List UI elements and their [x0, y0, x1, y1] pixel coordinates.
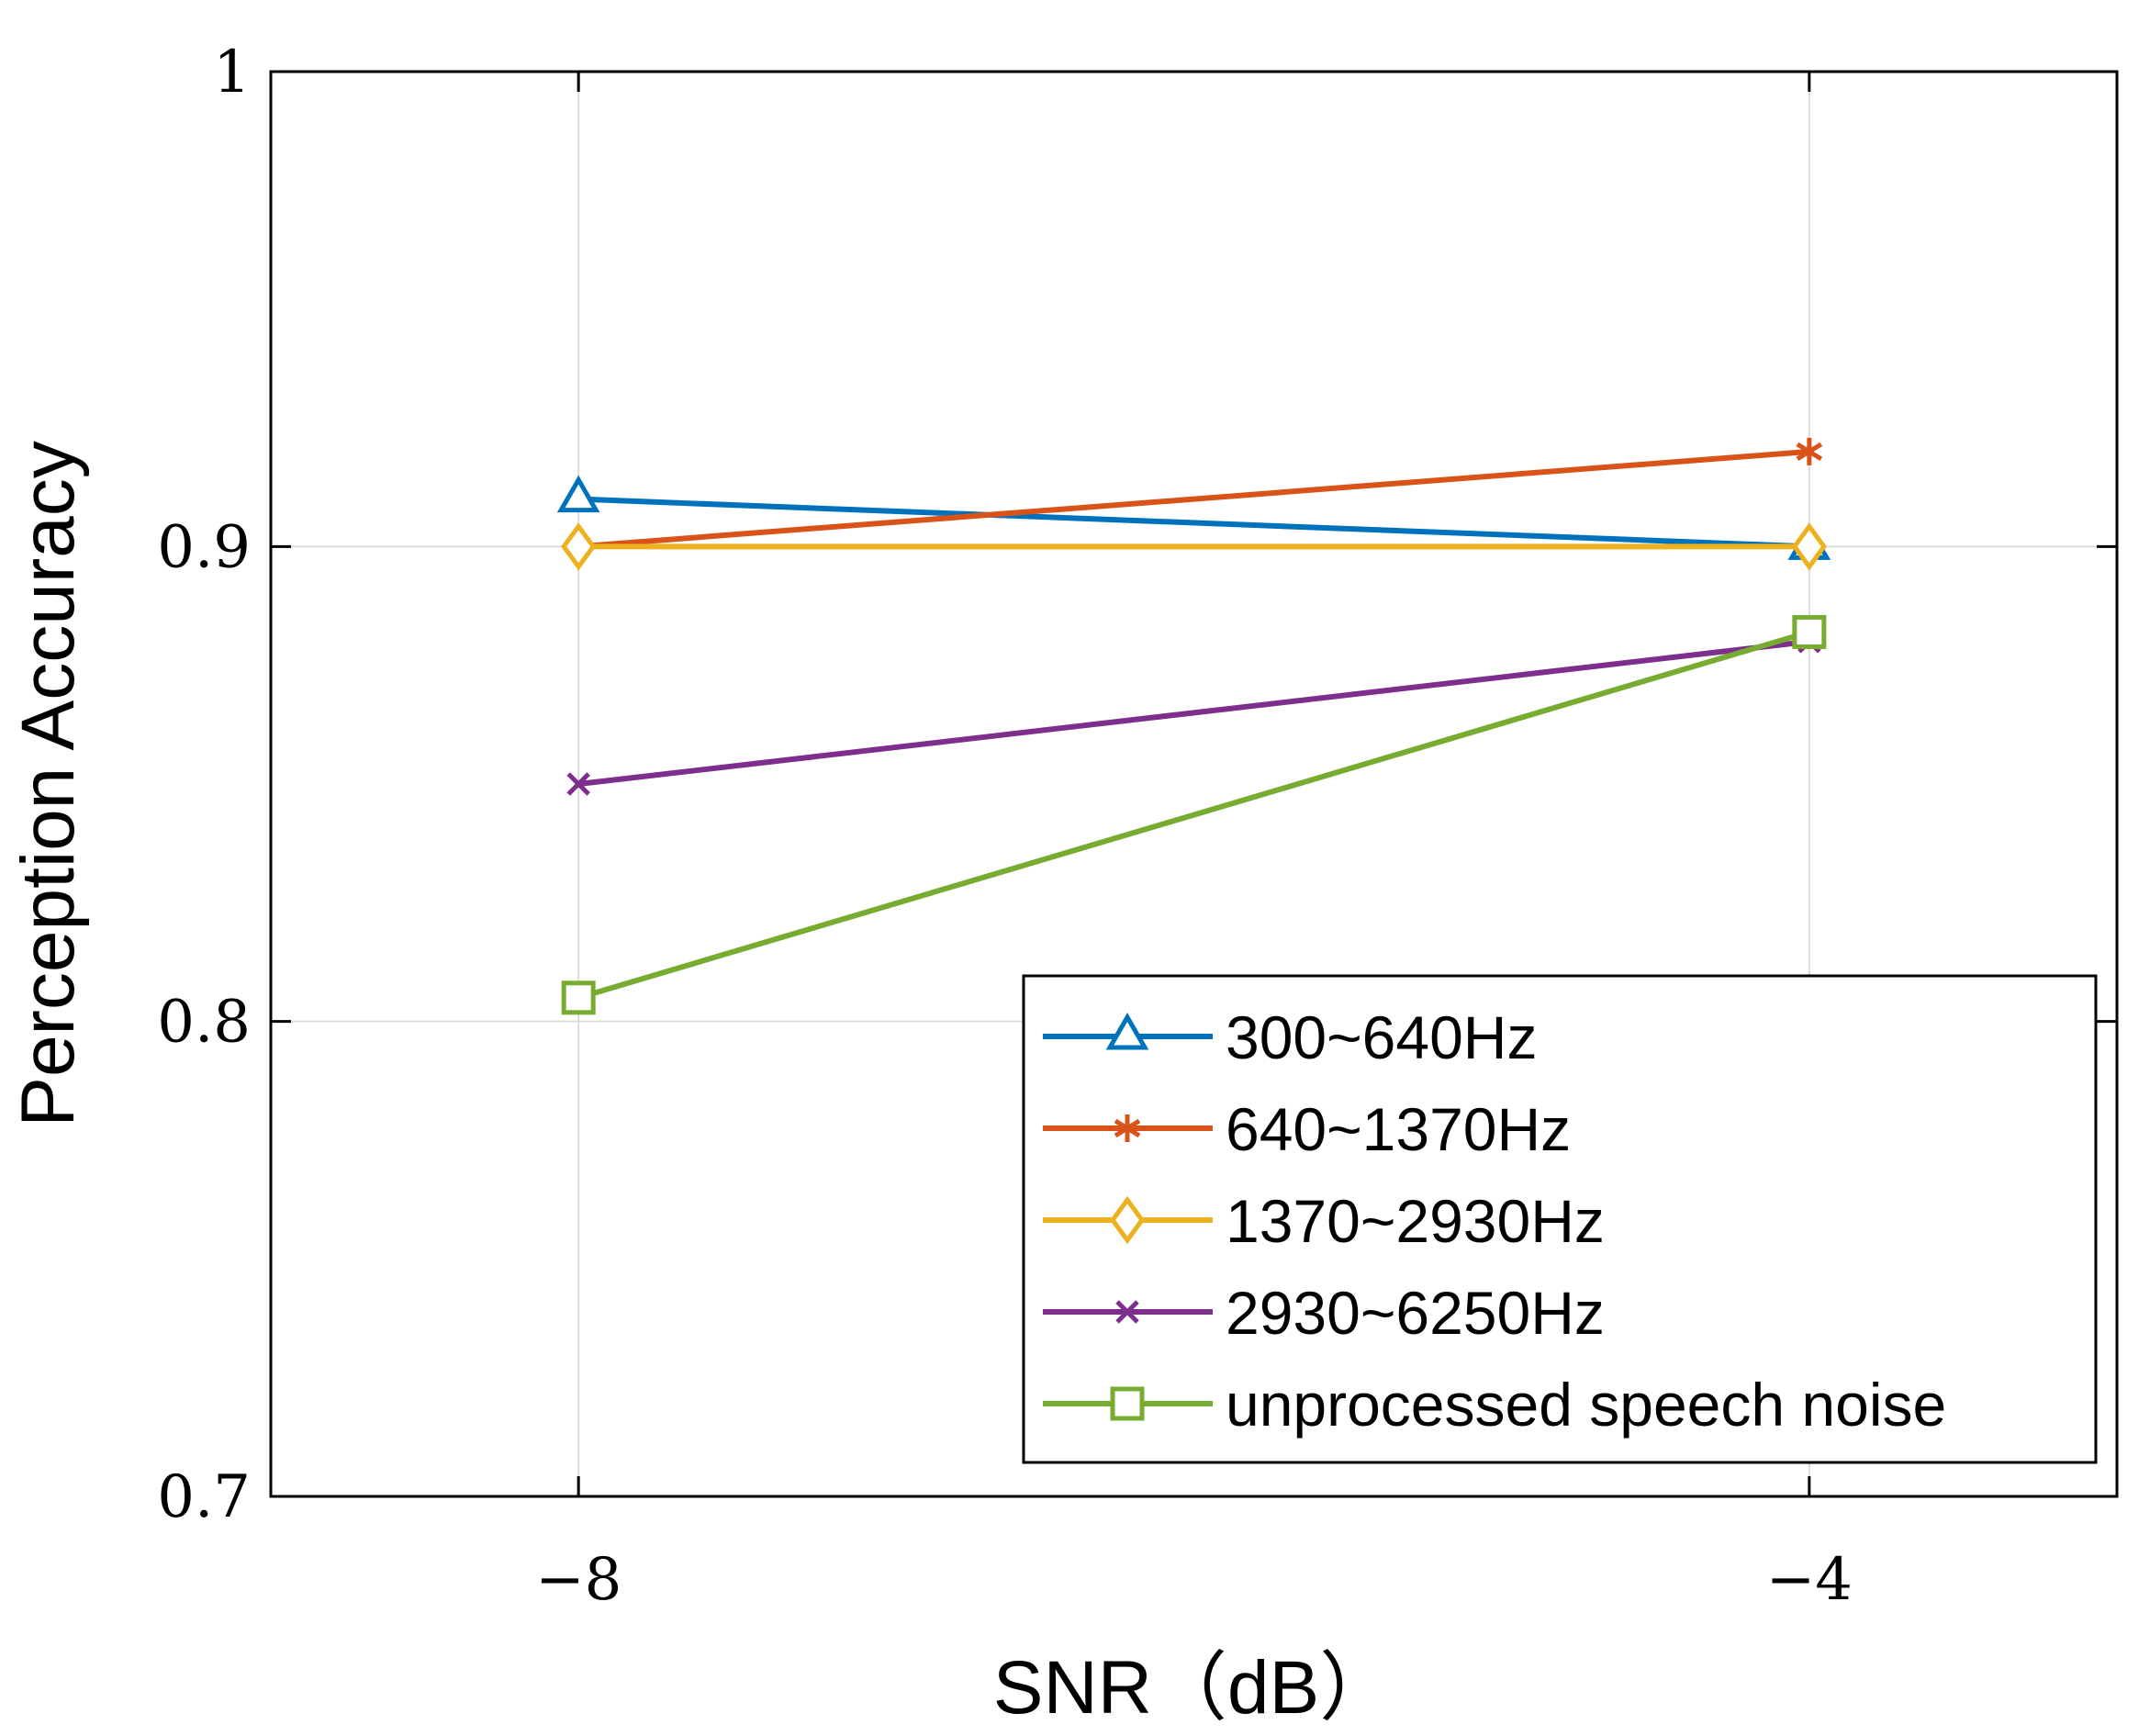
data-point-marker [1791, 522, 1827, 571]
data-point-marker [561, 980, 596, 1015]
data-point-marker [566, 772, 590, 796]
legend-marker [1105, 1012, 1149, 1050]
series-line [577, 638, 1810, 787]
series-line [577, 448, 1810, 550]
x-axis-label: SNR（dB） [993, 1646, 1394, 1730]
legend-marker [1110, 1386, 1145, 1421]
series-4 [561, 614, 1827, 1015]
legend-marker [1114, 1114, 1141, 1142]
legend-item: 640~1370Hz [1043, 1095, 1571, 1163]
ticks: −8 −4 0.7 0.8 0.9 1 [157, 39, 2117, 1614]
y-tick-label: 0.7 [157, 1463, 251, 1531]
y-axis-label: Perception Accuracy [6, 441, 90, 1127]
legend: 300~640Hz 640~1370Hz 1370~2930Hz 2930~6250H… [1022, 974, 2098, 1464]
series-2 [561, 522, 1827, 571]
legend-marker [1109, 1195, 1146, 1245]
series-lines [556, 437, 1831, 1015]
series-line [578, 496, 1809, 550]
legend-item: 300~640Hz [1043, 1003, 1537, 1071]
legend-item: 2930~6250Hz [1043, 1279, 1605, 1347]
x-tick-label: −4 [1766, 1546, 1853, 1614]
legend-label: 640~1370Hz [1226, 1095, 1571, 1163]
data-point-marker [1796, 437, 1823, 465]
legend-label: 300~640Hz [1226, 1003, 1537, 1071]
y-tick-label: 0.8 [157, 989, 251, 1057]
data-point-marker [561, 522, 597, 571]
legend-label: 2930~6250Hz [1226, 1279, 1605, 1347]
legend-item: unprocessed speech noise [1043, 1371, 1946, 1439]
y-tick-label: 0.9 [157, 513, 251, 581]
data-point-marker [1792, 614, 1827, 649]
legend-item: 1370~2930Hz [1043, 1187, 1605, 1255]
series-line [577, 629, 1810, 1001]
legend-marker [1115, 1300, 1139, 1324]
legend-label: 1370~2930Hz [1226, 1187, 1605, 1255]
x-tick-label: −8 [535, 1546, 621, 1614]
axes-box [269, 70, 2119, 1498]
y-tick-label: 1 [213, 39, 251, 106]
legend-label: unprocessed speech noise [1226, 1371, 1946, 1439]
data-point-marker [556, 475, 600, 513]
